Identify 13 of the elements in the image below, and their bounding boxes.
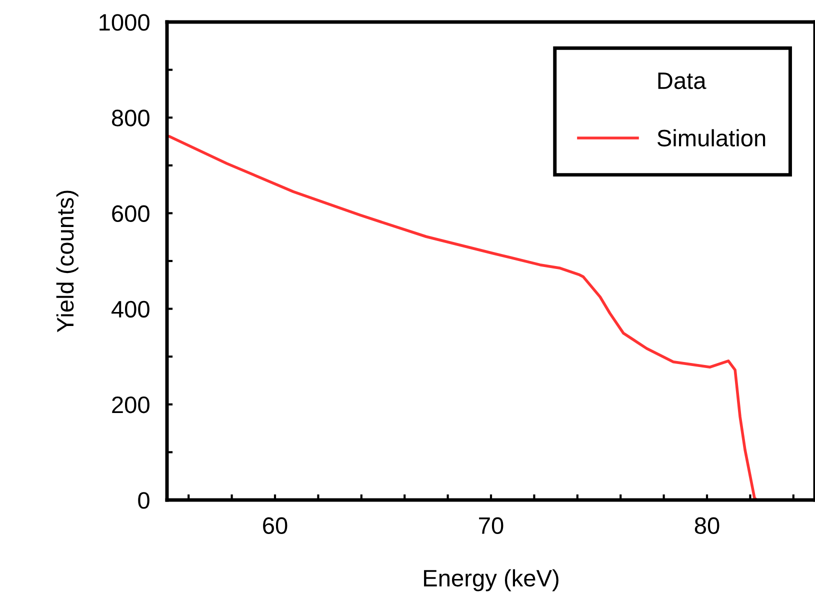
- x-tick-label: 80: [694, 517, 720, 534]
- x-tick-label: 60: [263, 517, 288, 534]
- x-axis-title: Energy (keV): [424, 569, 558, 592]
- y-axis-title: Yield (counts): [56, 190, 78, 332]
- y-tick-label: 1000: [100, 14, 150, 31]
- x-tick-label: 70: [479, 517, 504, 534]
- y-tick-label: 600: [112, 205, 150, 222]
- y-tick-label: 200: [112, 396, 150, 414]
- y-tick-label: 400: [111, 300, 150, 318]
- y-tick-label: 0: [138, 492, 150, 509]
- y-tick-label: 800: [112, 110, 150, 126]
- text: Data: [658, 72, 706, 90]
- legend-label: Simulation: [657, 129, 766, 147]
